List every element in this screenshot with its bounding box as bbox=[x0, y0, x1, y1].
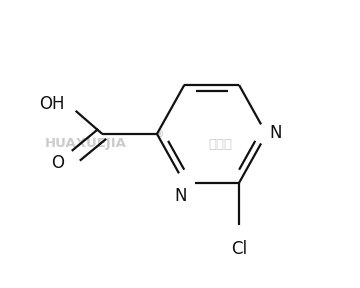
Text: OH: OH bbox=[39, 95, 64, 113]
Text: Cl: Cl bbox=[231, 240, 247, 257]
Text: N: N bbox=[270, 124, 282, 142]
Text: O: O bbox=[51, 154, 64, 172]
Text: N: N bbox=[174, 187, 187, 205]
Text: 化学加: 化学加 bbox=[209, 137, 233, 151]
Text: HUAXUEJIA: HUAXUEJIA bbox=[45, 137, 126, 151]
Text: ®: ® bbox=[156, 131, 164, 140]
